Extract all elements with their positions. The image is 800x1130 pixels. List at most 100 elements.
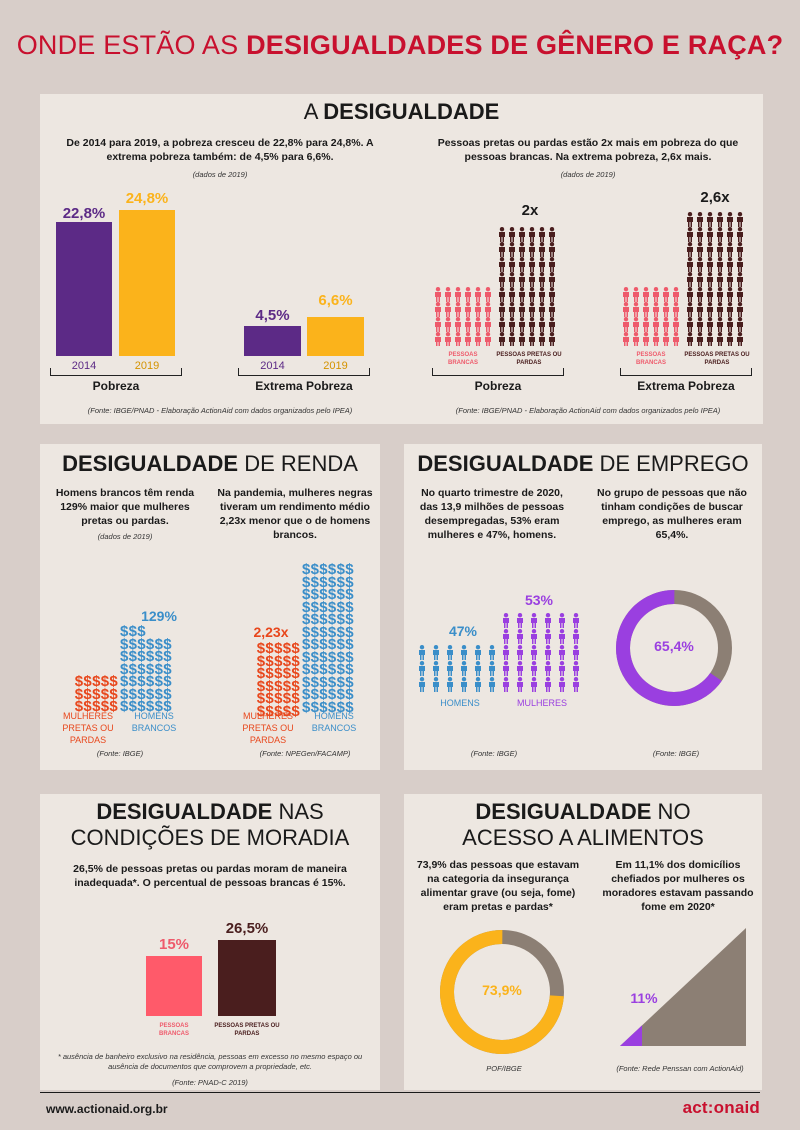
person-icon-white (485, 302, 491, 317)
bracket (238, 368, 370, 376)
person-icon-black (687, 257, 693, 272)
person-icon-black (529, 317, 535, 332)
person-icon-black (717, 212, 723, 227)
dollars-men-1: $$$ $$$$$$ $$$$$$ $$$$$$ $$$$$$ $$$$$$ $$$$$$ (120, 623, 196, 713)
person-icon-black (499, 272, 505, 287)
person-icon-black (687, 317, 693, 332)
extrema-race-label: Extrema Pobreza (637, 379, 735, 393)
person-icon-black (727, 242, 733, 257)
pobreza-2014-value: 22,8% (62, 205, 106, 222)
person-icon-white (663, 302, 669, 317)
dollar-row: $$$$$ (74, 685, 118, 703)
person-icon-black (499, 257, 505, 272)
person-icon-black (707, 242, 713, 257)
person-icon-white (633, 317, 639, 332)
person-icon-black (707, 332, 713, 346)
person-icon-black (539, 257, 545, 272)
section-alimentos: DESIGUALDADE NO ACESSO A ALIMENTOS 73,9%… (404, 794, 762, 1090)
black-caption: PESSOAS PRETAS OU PARDAS (684, 352, 750, 366)
pobreza-2014-bar (56, 222, 112, 356)
person-icon-white (673, 332, 679, 346)
footnote: * ausência de banheiro exclusivo na resi… (57, 1052, 363, 1071)
person-icon-black (539, 317, 545, 332)
data-note: (dados de 2019) (560, 170, 616, 179)
extrema-2019-value: 6,6% (318, 292, 353, 309)
person-icon-black (727, 212, 733, 227)
person-icon-black (509, 227, 515, 242)
person-icon-black (707, 302, 713, 317)
extrema-2019-bar (307, 317, 364, 356)
footer-url[interactable]: www.actionaid.org.br (46, 1102, 168, 1116)
person-icon-black (727, 332, 733, 346)
person-icon-black (519, 227, 525, 242)
person-icon-white (643, 332, 649, 346)
person-icon-black (539, 242, 545, 257)
value-white: 15% (158, 936, 190, 953)
person-icon-white (673, 287, 679, 302)
black-caption: PESSOAS PRETAS OU PARDAS (496, 352, 562, 366)
source: (Fonte: NPEGen/FACAMP) (259, 749, 351, 758)
person-icon-black (499, 332, 505, 346)
person-icon-black (529, 227, 535, 242)
dollar-row: $$$ (120, 623, 146, 640)
emprego-text-1: No quarto trimestre de 2020, das 13,9 mi… (419, 487, 565, 541)
person-icon-man (433, 661, 439, 676)
person-icon-man (461, 645, 467, 660)
person-icon-black (737, 227, 743, 242)
person-icon-black (717, 302, 723, 317)
section-title: DESIGUALDADE DE EMPREGO (417, 451, 749, 476)
person-icon-black (509, 317, 515, 332)
race-text: Pessoas pretas ou pardas estão 2x mais e… (437, 137, 739, 163)
person-icon-black (509, 332, 515, 346)
person-icon-black (717, 257, 723, 272)
person-icon-white (455, 317, 461, 332)
person-icon-woman (573, 661, 579, 676)
person-icon-black (717, 332, 723, 346)
person-icon-black (727, 287, 733, 302)
person-icon-man (461, 661, 467, 676)
source: (Fonte: IBGE) (470, 749, 518, 758)
person-icon-woman (531, 677, 537, 692)
person-icon-white (485, 287, 491, 302)
dollars-women-1: $$$$$ $$$$$ $$$$$ (56, 674, 118, 713)
person-icon-white (465, 332, 471, 346)
person-icon-black (499, 317, 505, 332)
person-icon-man (475, 645, 481, 660)
person-icon-black (519, 242, 525, 257)
value-223: 2,23x (253, 624, 289, 640)
dollars-men-2: $$$$$$ $$$$$$ $$$$$$ $$$$$$ $$$$$$ $$$$$$ $$$$… (302, 562, 378, 714)
person-icon-white (475, 302, 481, 317)
year-label: 2019 (323, 360, 348, 372)
pobreza-label: Pobreza (92, 379, 140, 393)
extrema-2014-value: 4,5% (255, 307, 290, 324)
men-caption: HOMENS BRANCOS (131, 711, 177, 733)
data-note: (dados de 2019) (97, 532, 153, 541)
person-icon-white (445, 302, 451, 317)
person-icon-black (727, 272, 733, 287)
person-icon-white (435, 317, 441, 332)
person-icon-black (707, 317, 713, 332)
person-icon-woman (531, 629, 537, 644)
people-white-extrema (623, 287, 679, 346)
person-icon-white (435, 332, 441, 346)
women-caption: MULHERES PRETAS OU PARDAS (62, 711, 114, 745)
person-icon-black (549, 272, 555, 287)
person-icon-man (447, 661, 453, 676)
person-icon-black (697, 212, 703, 227)
person-icon-white (455, 302, 461, 317)
person-icon-white (643, 302, 649, 317)
person-icon-black (697, 287, 703, 302)
dollar-row: $$$$$$ (302, 573, 354, 591)
person-icon-black (687, 242, 693, 257)
source: (Fonte: IBGE) (652, 749, 700, 758)
person-icon-black (737, 332, 743, 346)
renda-text-2: Na pandemia, mulheres negras tiveram um … (217, 487, 373, 541)
alimentos-text-1: 73,9% das pessoas que estavam na categor… (416, 859, 580, 913)
data-note: (dados de 2019) (192, 170, 248, 179)
person-icon-man (489, 661, 495, 676)
person-icon-black (529, 242, 535, 257)
person-icon-black (519, 257, 525, 272)
person-icon-black (509, 257, 515, 272)
section-title: DESIGUALDADE NAS (96, 799, 324, 824)
value-129: 129% (141, 608, 177, 624)
